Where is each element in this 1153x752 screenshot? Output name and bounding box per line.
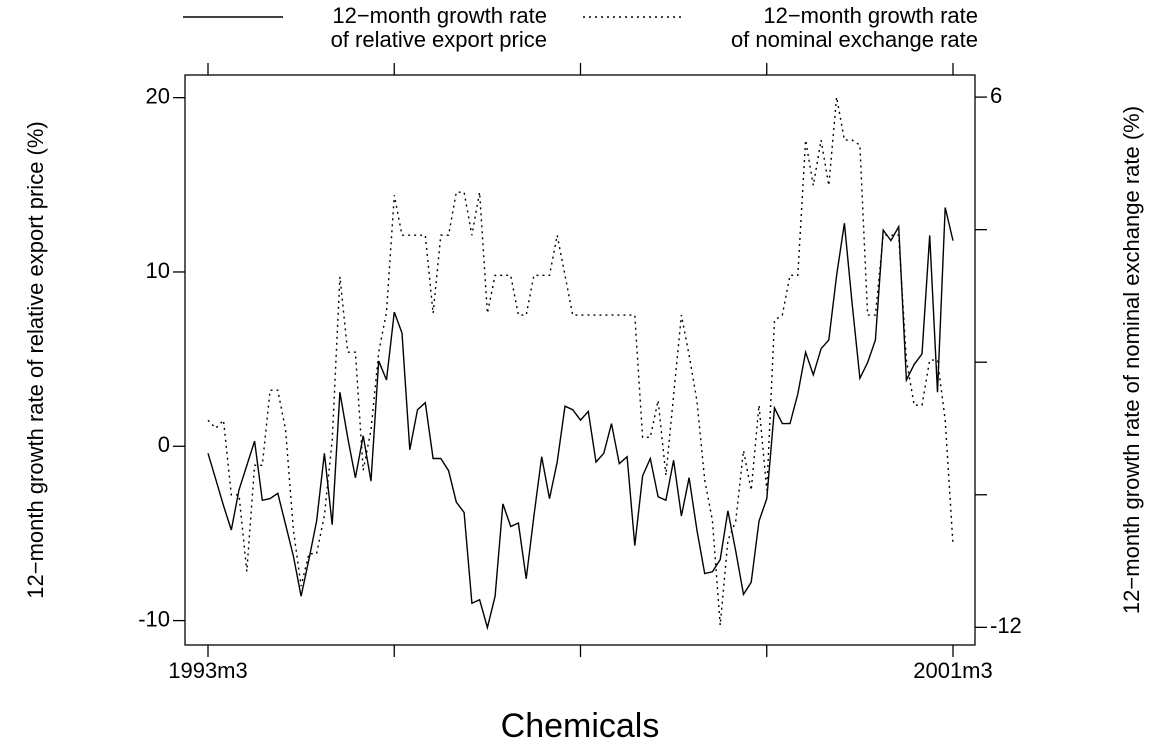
chart-title: Chemicals [501,707,660,745]
y-axis-label: 12−month growth rate of relative export … [23,121,48,599]
x-tick-label: 2001m3 [913,658,993,683]
plot-frame [184,74,976,646]
legend-label: 12−month growth rate of relative export … [330,3,547,52]
series-line [207,207,954,631]
series-line [207,96,954,626]
y2-tick-label: 6 [990,83,1002,108]
y-tick-label: -10 [138,606,170,631]
y-tick-label: 20 [146,83,170,108]
y-tick-label: 0 [158,432,170,457]
y-tick-label: 10 [146,258,170,283]
legend-label: 12−month growth rate of nominal exchange… [730,3,978,52]
y2-axis-label: 12−month growth rate of nominal exchange… [1119,106,1144,614]
x-tick-label: 1993m3 [168,658,248,683]
y2-tick-label: -12 [990,613,1022,638]
